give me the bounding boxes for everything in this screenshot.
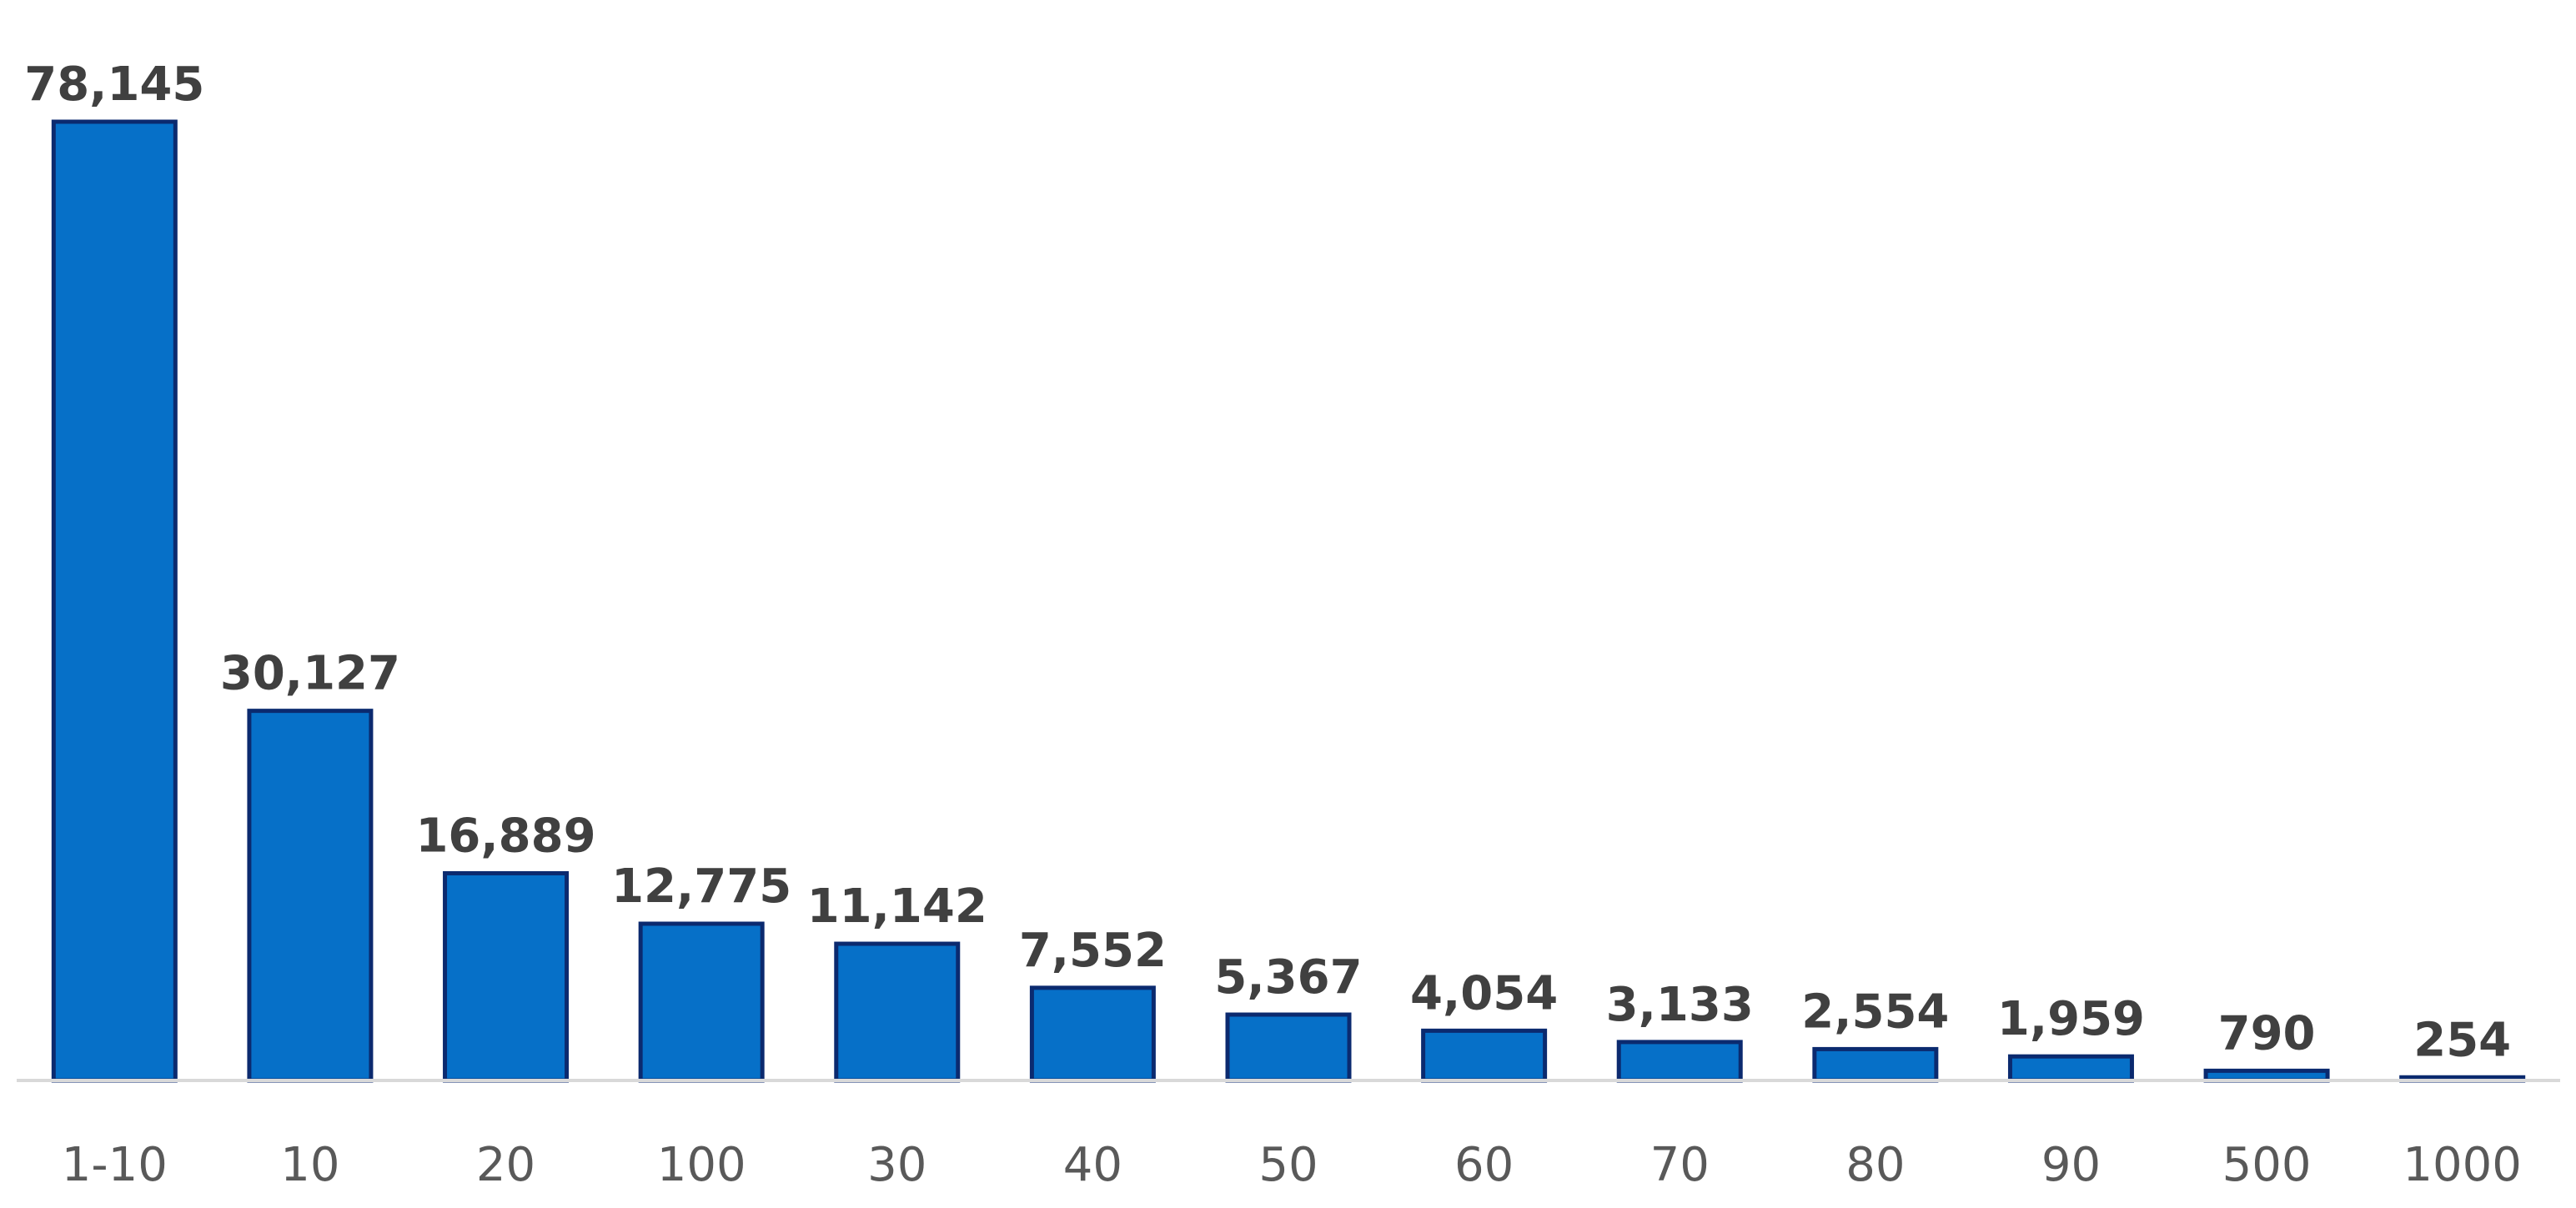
data-label-70: 3,133	[1606, 978, 1754, 1032]
data-label-50: 5,367	[1214, 950, 1362, 1005]
bar-70	[1616, 1040, 1743, 1083]
bar-10	[247, 709, 374, 1083]
data-label-60: 4,054	[1410, 966, 1558, 1020]
x-tick-label-100: 100	[657, 1138, 746, 1192]
bar-30	[834, 941, 961, 1083]
bar-20	[443, 870, 570, 1083]
bar-100	[638, 921, 765, 1083]
x-tick-label-30: 30	[867, 1138, 926, 1192]
data-label-20: 16,889	[415, 809, 595, 863]
bar-60	[1421, 1028, 1548, 1083]
bar-90	[2007, 1054, 2134, 1083]
data-label-100: 12,775	[611, 860, 791, 914]
data-label-90: 1,959	[1997, 992, 2145, 1046]
x-tick-labels-group: 1-10 10 20 100 30 40 50 60 70 80 90 500 1000	[62, 1138, 2522, 1192]
bar-40	[1029, 985, 1156, 1083]
bar-80	[1812, 1046, 1939, 1083]
x-tick-label-80: 80	[1845, 1138, 1905, 1192]
data-label-1000: 254	[2413, 1013, 2511, 1067]
x-tick-label-20: 20	[476, 1138, 535, 1192]
data-label-40: 7,552	[1019, 924, 1167, 978]
x-tick-label-50: 50	[1258, 1138, 1318, 1192]
x-tick-label-10: 10	[280, 1138, 339, 1192]
bars-group	[51, 119, 2526, 1083]
x-tick-label-40: 40	[1063, 1138, 1122, 1192]
data-label-1-10: 78,145	[24, 58, 204, 112]
bar-1-10	[51, 119, 178, 1083]
x-tick-label-1-10: 1-10	[62, 1138, 168, 1192]
data-label-500: 790	[2218, 1006, 2316, 1060]
bar-50	[1225, 1012, 1352, 1083]
x-tick-label-60: 60	[1454, 1138, 1514, 1192]
data-label-10: 30,127	[220, 647, 400, 701]
x-tick-label-70: 70	[1650, 1138, 1710, 1192]
x-tick-label-90: 90	[2041, 1138, 2101, 1192]
x-tick-label-500: 500	[2222, 1138, 2312, 1192]
x-tick-label-1000: 1000	[2403, 1138, 2522, 1192]
data-label-30: 11,142	[807, 880, 987, 934]
data-labels-group: 78,145 30,127 16,889 12,775 11,142 7,552 5,367…	[24, 58, 2511, 1067]
data-label-80: 2,554	[1801, 985, 1949, 1039]
